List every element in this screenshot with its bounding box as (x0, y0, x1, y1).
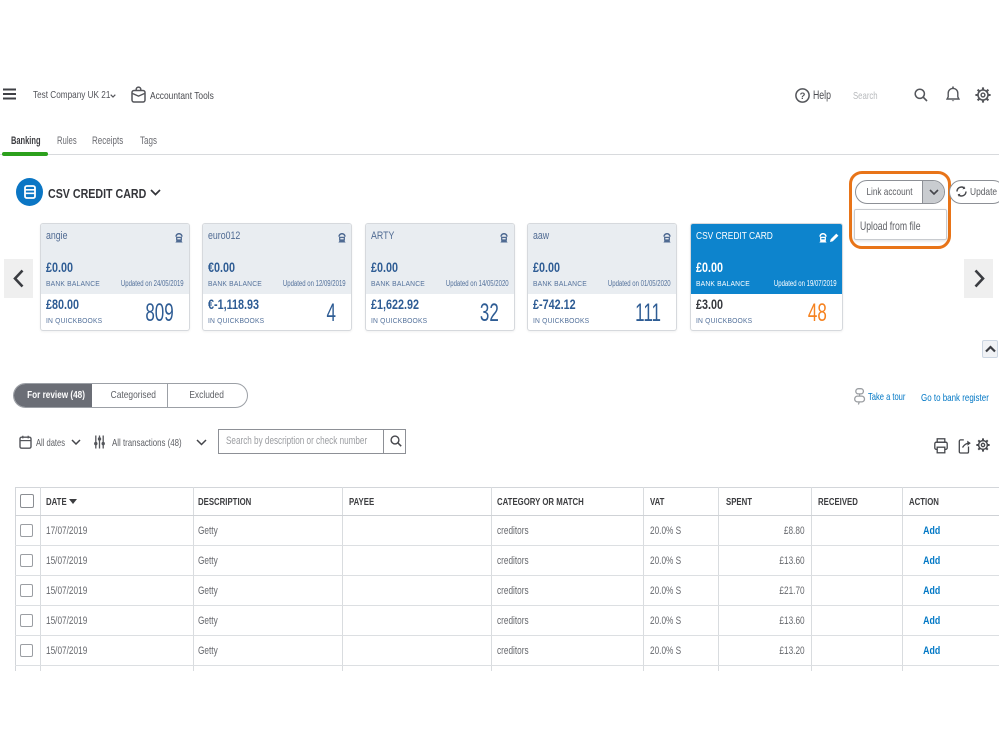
svg-text:?: ? (800, 91, 806, 102)
